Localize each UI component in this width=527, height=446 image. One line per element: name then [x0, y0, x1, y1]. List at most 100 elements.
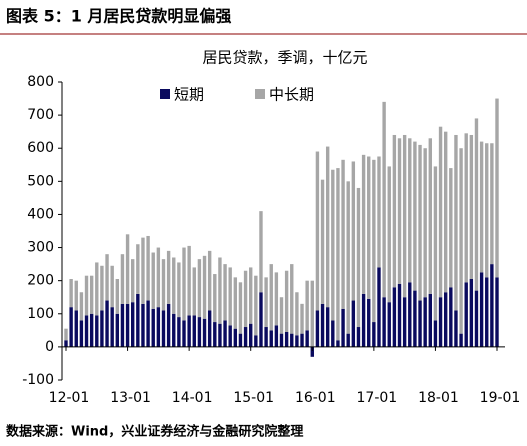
bar-short — [372, 322, 376, 347]
y-tick-label: 700 — [27, 107, 54, 123]
bar-short — [387, 302, 391, 347]
bar-short — [228, 325, 232, 347]
bar-short — [397, 283, 402, 347]
chart-title: 居民贷款，季调，十亿元 — [202, 49, 367, 67]
bar-short — [207, 310, 212, 347]
bar-long — [402, 134, 407, 298]
bar-long — [249, 267, 253, 324]
bar-short — [254, 335, 258, 347]
bar-long — [341, 159, 345, 309]
bar-short — [243, 327, 248, 347]
bar-long — [84, 275, 89, 316]
bar-short — [161, 310, 166, 347]
bar-short — [392, 287, 397, 347]
bar-short — [166, 303, 171, 347]
bar-long — [269, 264, 273, 331]
bar-long — [243, 270, 248, 328]
bar-long — [79, 292, 84, 321]
bar-long — [336, 168, 340, 341]
bar-long — [397, 138, 402, 284]
bar-long — [151, 252, 155, 309]
bar-long — [187, 245, 191, 316]
bar-long — [125, 234, 130, 304]
bar-long — [469, 134, 474, 280]
bar-long — [223, 264, 227, 321]
y-tick-label: 0 — [45, 339, 54, 355]
bar-long — [110, 265, 114, 308]
bar-long — [290, 264, 294, 334]
bar-short — [213, 322, 217, 347]
bar-short — [469, 279, 474, 347]
bar-long — [361, 154, 366, 294]
bar-long — [495, 98, 499, 278]
bar-short — [238, 333, 243, 347]
bar-long — [367, 156, 371, 299]
bar-long — [479, 141, 484, 273]
legend-swatch — [255, 89, 265, 99]
y-tick-label: 300 — [27, 240, 54, 256]
bar-long — [305, 280, 309, 331]
bar-short — [325, 307, 330, 347]
x-tick-label: 17-01 — [357, 390, 398, 406]
bar-short — [346, 333, 350, 347]
bar-short — [490, 264, 494, 347]
bar-long — [356, 187, 361, 328]
legend-swatch — [160, 89, 170, 99]
bar-short — [100, 310, 104, 347]
bar-short — [84, 315, 89, 347]
bar-short — [320, 303, 325, 347]
bar-long — [259, 211, 263, 293]
bar-long — [207, 250, 212, 311]
x-tick-label: 13-01 — [110, 390, 151, 406]
bar-short — [264, 327, 268, 347]
bar-long — [120, 254, 125, 304]
bar-short — [95, 315, 99, 347]
bar-long — [423, 148, 427, 298]
bar-long — [372, 159, 376, 323]
bar-short — [284, 331, 289, 347]
page-title: 图表 5：1 月居民贷款明显偏强 — [6, 7, 231, 26]
bar-long — [387, 166, 391, 303]
bar-long — [172, 257, 176, 314]
bar-long — [141, 237, 145, 304]
bar-short — [315, 310, 320, 347]
bar-long — [228, 267, 232, 326]
bar-long — [146, 235, 150, 301]
bar-long — [69, 279, 73, 308]
bar-short — [408, 282, 412, 347]
bar-long — [166, 250, 171, 304]
bar-long — [238, 282, 243, 334]
x-tick-label: 12-01 — [49, 390, 90, 406]
bar-long — [115, 279, 120, 314]
bar-short — [459, 333, 463, 347]
legend-label: 短期 — [174, 86, 204, 104]
bar-short — [187, 315, 191, 347]
bar-long — [351, 161, 356, 301]
bar-long — [413, 141, 417, 291]
bar-long — [325, 146, 330, 308]
bar-short — [310, 346, 314, 357]
x-tick-label: 18-01 — [418, 390, 459, 406]
bar-long — [300, 303, 304, 334]
bar-short — [192, 315, 196, 347]
bar-long — [377, 156, 381, 268]
bar-long — [254, 275, 258, 336]
bar-long — [320, 179, 325, 304]
bar-long — [279, 297, 284, 334]
bar-short — [331, 320, 335, 347]
bar-short — [413, 290, 417, 347]
legend-label: 中长期 — [269, 86, 314, 104]
bar-short — [443, 292, 448, 347]
bar-long — [131, 259, 135, 303]
bar-long — [418, 144, 422, 301]
y-tick-label: 400 — [27, 206, 54, 222]
y-tick-label: 200 — [27, 273, 54, 289]
bar-long — [438, 126, 443, 298]
bar-long — [100, 265, 104, 311]
bar-long — [274, 272, 279, 326]
x-tick-label: 19-01 — [480, 390, 521, 406]
bar-short — [361, 293, 366, 347]
y-tick-label: 500 — [27, 173, 54, 189]
bar-short — [341, 308, 345, 347]
bar-long — [64, 328, 68, 341]
